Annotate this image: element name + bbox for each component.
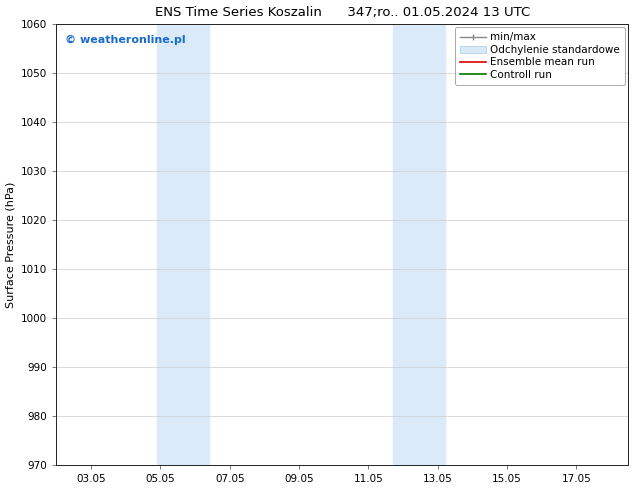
Text: © weatheronline.pl: © weatheronline.pl <box>65 35 186 45</box>
Title: ENS Time Series Koszalin      347;ro.. 01.05.2024 13 UTC: ENS Time Series Koszalin 347;ro.. 01.05.… <box>155 5 530 19</box>
Legend: min/max, Odchylenie standardowe, Ensemble mean run, Controll run: min/max, Odchylenie standardowe, Ensembl… <box>455 27 625 85</box>
Bar <box>392 24 444 465</box>
Bar <box>157 24 209 465</box>
Y-axis label: Surface Pressure (hPa): Surface Pressure (hPa) <box>6 181 16 308</box>
